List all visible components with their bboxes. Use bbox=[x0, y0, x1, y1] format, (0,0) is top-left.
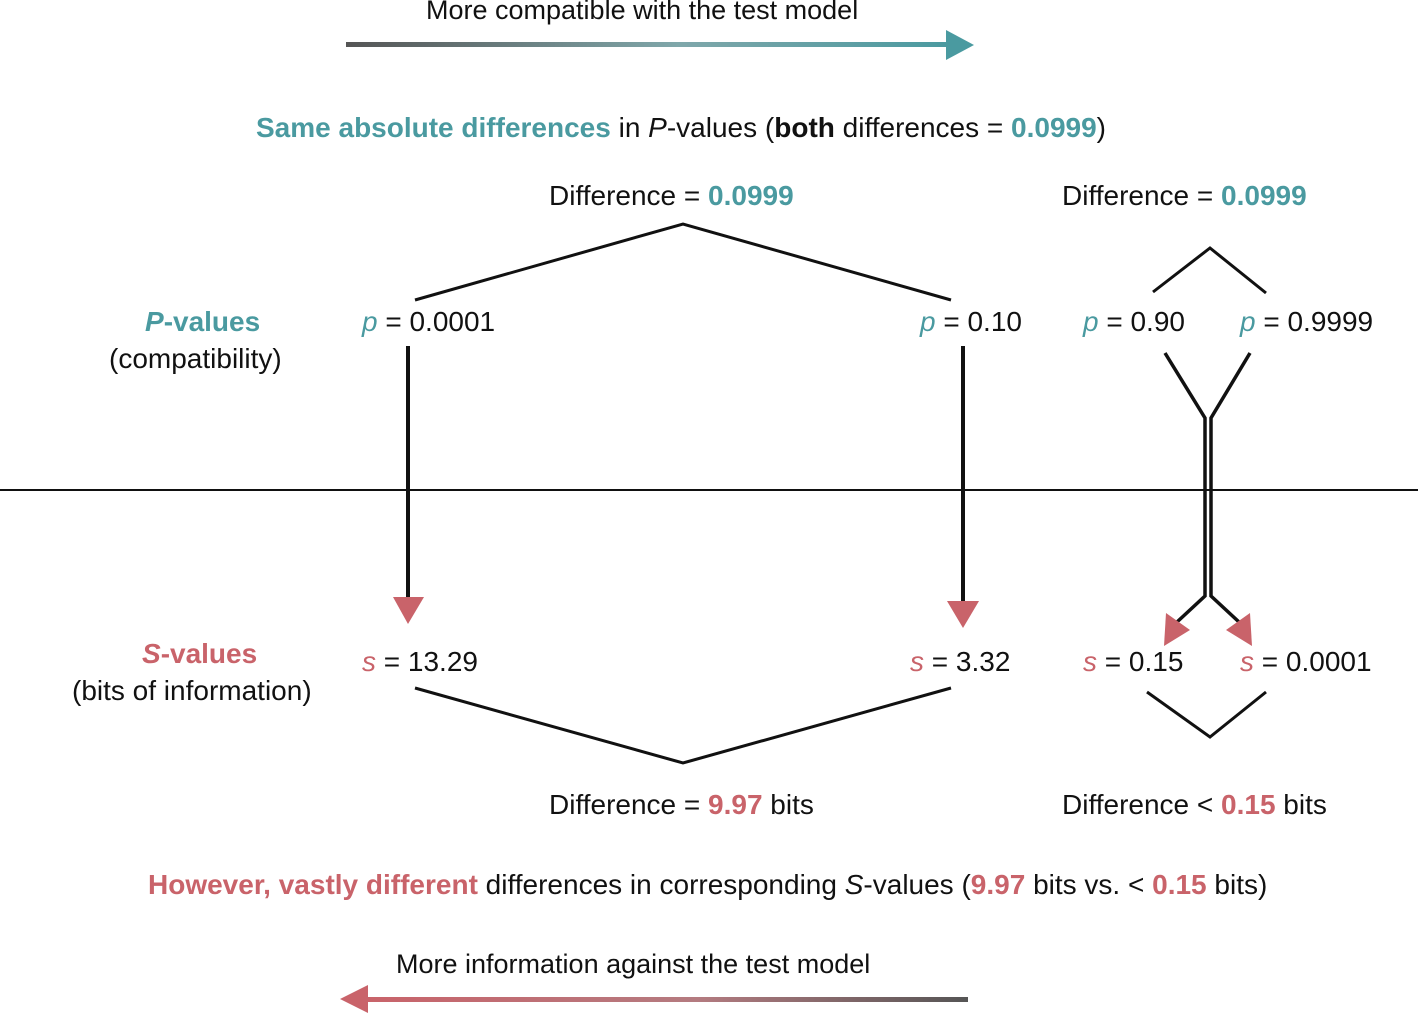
headline-top-text-b: -values ( bbox=[666, 112, 775, 143]
left-p-value-1-symbol: p bbox=[362, 306, 378, 337]
headline-top-text-c: differences = bbox=[834, 112, 1012, 143]
p-values-row-letter: P bbox=[145, 306, 164, 337]
headline-top-p-letter: P bbox=[648, 112, 667, 143]
bottom-arrow-shaft bbox=[366, 997, 968, 1002]
right-s-difference-prefix: Difference < bbox=[1062, 789, 1222, 820]
right-p-value-1-symbol: p bbox=[1083, 306, 1099, 337]
top-arrow-label: More compatible with the test model bbox=[426, 0, 859, 25]
top-arrow-shaft bbox=[346, 42, 950, 47]
left-p-value-2-text: = 0.10 bbox=[935, 306, 1022, 337]
headline-bottom-text-a: differences in corresponding bbox=[477, 869, 845, 900]
right-s-difference-unit: bits bbox=[1275, 789, 1327, 820]
right-p-value-2-text: = 0.9999 bbox=[1255, 306, 1374, 337]
s-values-row-letter: S bbox=[142, 638, 161, 669]
right-arrow-head-left bbox=[1164, 613, 1190, 646]
bottom-arrow-label: More information against the test model bbox=[396, 949, 871, 979]
headline-bottom-text-b: -values ( bbox=[863, 869, 971, 900]
left-p-difference-value: 0.0999 bbox=[708, 180, 794, 211]
headline-bottom-value-1: 9.97 bbox=[970, 869, 1026, 900]
right-s-value-2: s = 0.0001 bbox=[1240, 648, 1372, 676]
p-values-row-title: P-values bbox=[145, 308, 260, 336]
left-p-value-2: p = 0.10 bbox=[920, 308, 1022, 336]
headline-bottom-text-d: bits) bbox=[1206, 869, 1268, 900]
left-transform-arrow-1 bbox=[393, 346, 424, 624]
s-values-row-title: S-values bbox=[142, 640, 257, 668]
right-s-difference-bracket bbox=[1146, 690, 1267, 739]
right-p-value-1-text: = 0.90 bbox=[1098, 306, 1185, 337]
left-p-value-1-text: = 0.0001 bbox=[377, 306, 496, 337]
headline-top-emphasis: Same absolute differences bbox=[256, 112, 611, 143]
left-s-difference-unit: bits bbox=[762, 789, 814, 820]
left-p-value-1: p = 0.0001 bbox=[362, 308, 495, 336]
left-s-value-2-text: = 3.32 bbox=[924, 646, 1011, 677]
left-s-difference-bracket bbox=[414, 686, 952, 765]
left-p-difference-prefix: Difference = bbox=[549, 180, 709, 211]
left-s-value-2-symbol: s bbox=[910, 646, 924, 677]
headline-bottom-value-2: 0.15 bbox=[1152, 869, 1207, 900]
left-p-difference-bracket bbox=[414, 222, 952, 302]
right-p-value-2: p = 0.9999 bbox=[1240, 308, 1373, 336]
headline-bottom-emphasis: However, vastly different bbox=[148, 869, 478, 900]
right-s-difference-value: 0.15 bbox=[1221, 789, 1276, 820]
headline-bottom: However, vastly different differences in… bbox=[148, 871, 1267, 899]
headline-top-text-a: in bbox=[610, 112, 649, 143]
left-s-value-2: s = 3.32 bbox=[910, 648, 1010, 676]
left-s-value-1-text: = 13.29 bbox=[376, 646, 478, 677]
right-s-value-2-text: = 0.0001 bbox=[1254, 646, 1372, 677]
left-transform-arrow-2 bbox=[947, 346, 979, 628]
right-p-value-1: p = 0.90 bbox=[1083, 308, 1185, 336]
right-p-difference-label: Difference = 0.0999 bbox=[1062, 182, 1307, 210]
s-values-row-title-rest: -values bbox=[160, 638, 258, 669]
left-p-difference-label: Difference = 0.0999 bbox=[549, 182, 794, 210]
left-s-difference-label: Difference = 9.97 bits bbox=[549, 791, 814, 819]
headline-top-text-d: ) bbox=[1096, 112, 1106, 143]
left-p-value-2-symbol: p bbox=[920, 306, 936, 337]
right-p-difference-value: 0.0999 bbox=[1221, 180, 1307, 211]
headline-top-both: both bbox=[774, 112, 835, 143]
right-p-difference-bracket bbox=[1152, 246, 1267, 295]
headline-top-value: 0.0999 bbox=[1011, 112, 1097, 143]
left-s-value-1-symbol: s bbox=[362, 646, 376, 677]
bottom-arrow-head bbox=[340, 985, 368, 1013]
right-s-value-1-symbol: s bbox=[1083, 646, 1097, 677]
top-arrow-head bbox=[946, 30, 974, 60]
bottom-direction-arrow bbox=[340, 985, 968, 1013]
right-p-difference-prefix: Difference = bbox=[1062, 180, 1222, 211]
headline-bottom-text-c: bits vs. < bbox=[1025, 869, 1153, 900]
left-s-value-1: s = 13.29 bbox=[362, 648, 478, 676]
top-direction-arrow bbox=[346, 30, 974, 60]
right-p-value-2-symbol: p bbox=[1240, 306, 1256, 337]
p-values-row-title-rest: -values bbox=[163, 306, 261, 337]
headline-bottom-s-letter: S bbox=[844, 869, 864, 900]
right-s-value-1: s = 0.15 bbox=[1083, 648, 1183, 676]
headline-top: Same absolute differences in P-values (b… bbox=[256, 114, 1106, 142]
right-arrow-head-right bbox=[1226, 613, 1252, 646]
right-s-value-1-text: = 0.15 bbox=[1097, 646, 1184, 677]
s-values-row-subtitle: (bits of information) bbox=[72, 675, 312, 706]
right-s-difference-label: Difference < 0.15 bits bbox=[1062, 791, 1327, 819]
right-s-value-2-symbol: s bbox=[1240, 646, 1254, 677]
p-values-row-subtitle: (compatibility) bbox=[109, 343, 282, 374]
left-s-difference-prefix: Difference = bbox=[549, 789, 709, 820]
left-s-difference-value: 9.97 bbox=[708, 789, 763, 820]
right-transform-arrows bbox=[1163, 352, 1252, 646]
